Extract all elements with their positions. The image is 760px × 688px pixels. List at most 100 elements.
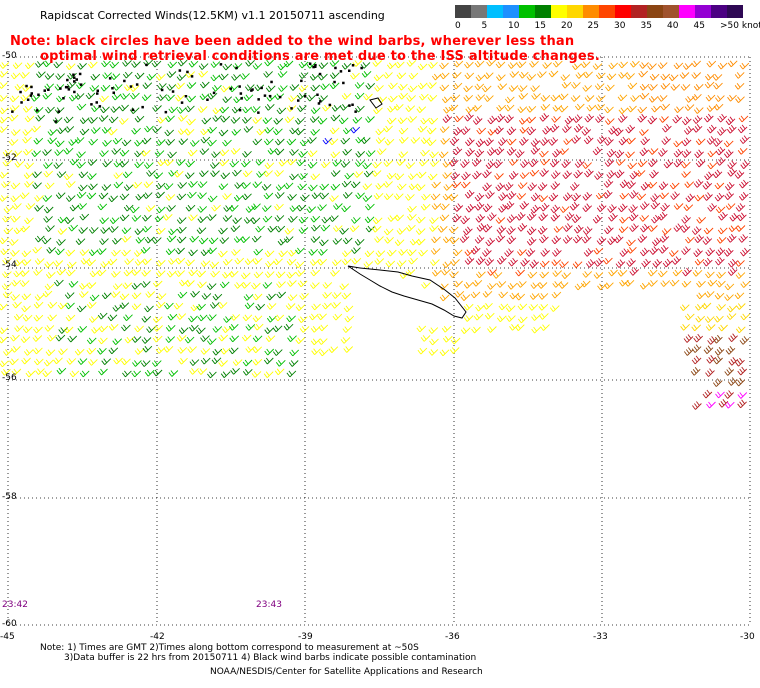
wind-barb (696, 216, 707, 224)
flag-circle (190, 75, 194, 78)
wind-barb (264, 327, 275, 335)
wind-barb (439, 72, 450, 80)
wind-barb (178, 138, 189, 146)
wind-barb (298, 85, 309, 92)
wind-barb (108, 195, 119, 203)
wind-barb (448, 104, 459, 112)
wind-barb (713, 334, 723, 344)
wind-barb (310, 128, 321, 136)
wind-barb (539, 113, 550, 122)
wind-barb (123, 269, 134, 277)
wind-barb (529, 293, 540, 300)
wind-barb (241, 182, 251, 189)
wind-barb (90, 73, 101, 81)
wind-barb (135, 236, 146, 244)
wind-barb (464, 72, 475, 80)
flag-circle (319, 100, 322, 103)
wind-barb (724, 367, 735, 376)
wind-barb (141, 94, 152, 102)
wind-barb (342, 191, 353, 199)
wind-barb (121, 227, 132, 235)
wind-barb (416, 325, 427, 333)
wind-barb (407, 205, 417, 213)
wind-barb (470, 291, 481, 299)
wind-barb (517, 281, 527, 288)
legend-swatch (503, 5, 519, 18)
wind-barb (528, 304, 539, 311)
wind-barb (562, 170, 573, 180)
flag-circle (316, 93, 319, 96)
wind-barb (563, 223, 573, 232)
wind-barb (0, 336, 8, 344)
wind-barb (188, 249, 198, 257)
wind-barb (526, 212, 537, 221)
wind-barb (166, 84, 177, 91)
wind-barb (564, 212, 575, 221)
wind-barb (530, 282, 541, 289)
wind-barb (695, 158, 706, 168)
wind-barb (47, 137, 58, 145)
wind-barb (339, 283, 350, 291)
flag-circle (59, 87, 62, 90)
flag-circle (29, 94, 33, 97)
wind-barb (365, 82, 376, 90)
wind-barb (735, 303, 746, 310)
wind-barb (472, 170, 482, 180)
wind-barb (157, 94, 168, 101)
wind-barb (453, 60, 464, 68)
wind-barb (417, 63, 428, 71)
wind-barb (175, 257, 186, 265)
wind-barb (11, 368, 22, 376)
wind-barb (740, 313, 751, 321)
wind-barb (681, 116, 692, 126)
wind-barb (450, 171, 461, 181)
wind-barb (155, 182, 166, 190)
wind-barb (614, 149, 625, 159)
wind-barb (222, 215, 233, 222)
wind-barb (660, 280, 671, 287)
wind-barb (355, 150, 366, 158)
wind-barb (518, 92, 529, 100)
wind-barb (310, 107, 321, 115)
wind-barb (552, 60, 563, 68)
wind-barb (716, 280, 726, 288)
wind-barb (342, 326, 353, 333)
wind-barb (549, 158, 560, 168)
wind-barb (311, 348, 321, 356)
wind-barb (65, 195, 76, 202)
wind-barb (552, 148, 562, 158)
wind-barb (42, 290, 53, 298)
wind-barb (727, 94, 737, 102)
wind-barb (333, 203, 343, 210)
wind-barb (406, 249, 417, 257)
wind-barb (673, 62, 684, 70)
wind-barb (530, 146, 541, 155)
wind-barb (735, 272, 746, 279)
wind-barb (648, 225, 658, 232)
wind-barb (151, 60, 162, 68)
wind-barb (672, 269, 683, 277)
wind-barb (13, 227, 24, 235)
wind-barb (33, 314, 44, 322)
wind-barb (310, 215, 321, 223)
wind-barb (608, 212, 618, 222)
wind-barb (584, 168, 594, 178)
wind-barb (131, 336, 142, 343)
wind-barb (207, 247, 218, 255)
wind-barb (388, 95, 398, 103)
wind-barb (189, 359, 200, 366)
wind-barb (504, 248, 514, 257)
wind-barb (691, 72, 702, 79)
wind-barb (581, 234, 592, 244)
wind-barb (197, 181, 208, 188)
wind-barb (296, 159, 306, 167)
wind-barb (141, 337, 152, 344)
wind-barb (604, 137, 614, 146)
wind-barb (253, 323, 264, 331)
wind-barb (19, 192, 30, 200)
wind-barb (504, 96, 515, 104)
wind-barb (295, 337, 306, 345)
wind-barb (693, 83, 704, 91)
wind-barb (558, 93, 569, 101)
